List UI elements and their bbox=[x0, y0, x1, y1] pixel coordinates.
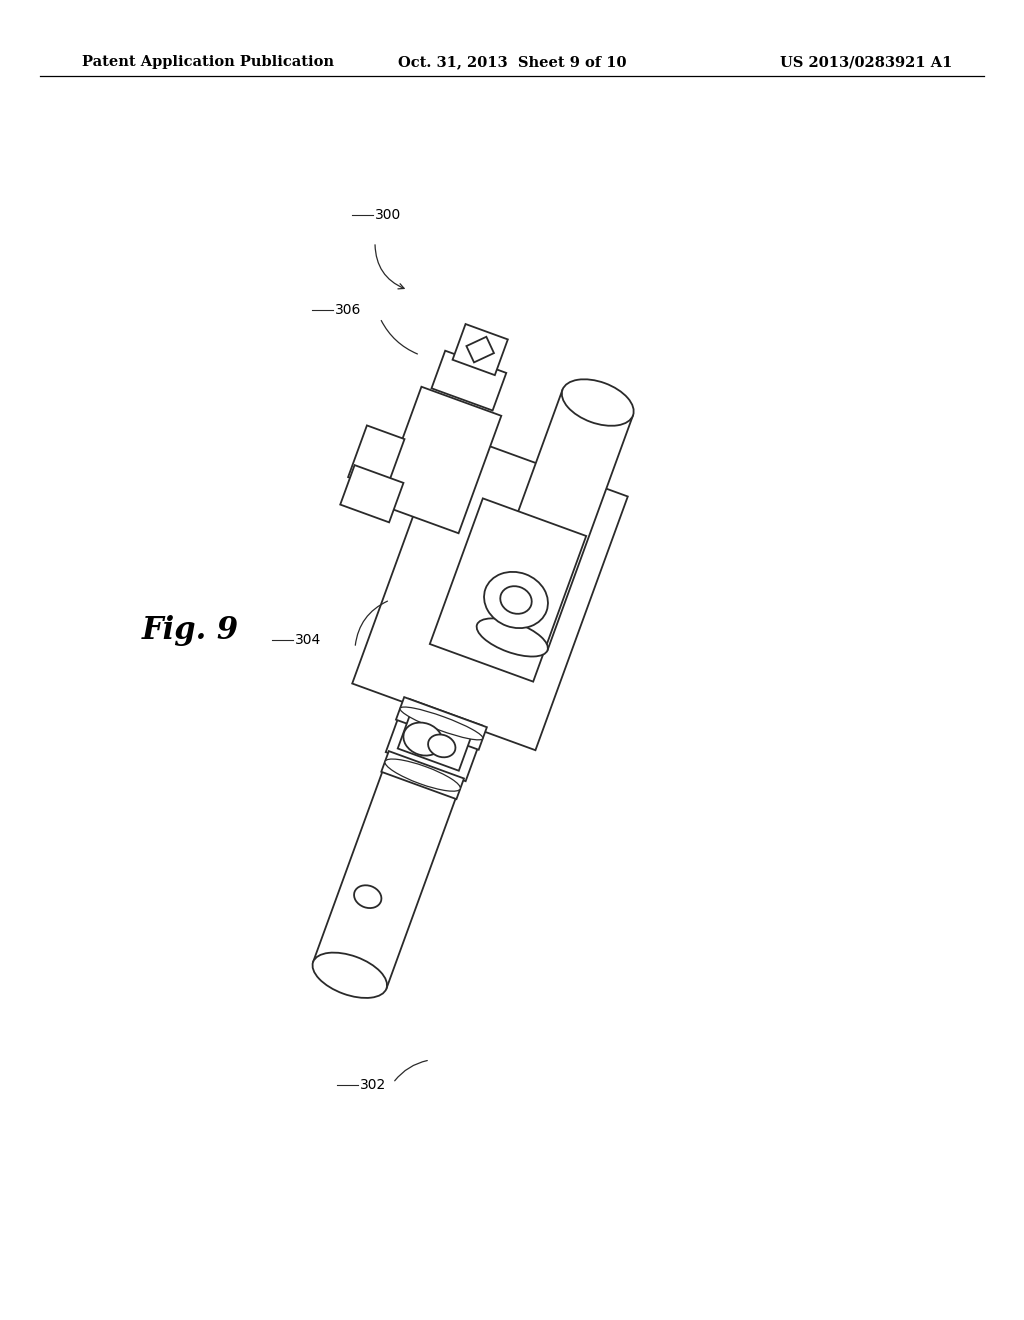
Ellipse shape bbox=[385, 759, 461, 791]
Text: 306: 306 bbox=[335, 304, 361, 317]
Ellipse shape bbox=[354, 886, 381, 908]
Polygon shape bbox=[348, 425, 404, 491]
Polygon shape bbox=[430, 499, 586, 681]
Ellipse shape bbox=[562, 379, 634, 426]
Polygon shape bbox=[340, 465, 403, 523]
Text: Fig. 9: Fig. 9 bbox=[141, 615, 239, 645]
Text: Patent Application Publication: Patent Application Publication bbox=[82, 55, 334, 69]
Polygon shape bbox=[453, 323, 508, 375]
Ellipse shape bbox=[501, 586, 531, 614]
Text: 300: 300 bbox=[375, 209, 401, 222]
Text: US 2013/0283921 A1: US 2013/0283921 A1 bbox=[779, 55, 952, 69]
Polygon shape bbox=[386, 705, 482, 781]
Polygon shape bbox=[381, 751, 464, 799]
Polygon shape bbox=[313, 698, 482, 989]
Polygon shape bbox=[431, 351, 506, 411]
Text: 304: 304 bbox=[295, 634, 322, 647]
Polygon shape bbox=[397, 715, 471, 771]
Ellipse shape bbox=[403, 722, 442, 755]
Polygon shape bbox=[396, 697, 486, 750]
Polygon shape bbox=[466, 337, 494, 363]
Ellipse shape bbox=[484, 572, 548, 628]
Ellipse shape bbox=[400, 708, 483, 739]
Ellipse shape bbox=[428, 734, 456, 758]
Text: 302: 302 bbox=[360, 1078, 386, 1092]
Polygon shape bbox=[379, 387, 502, 533]
Ellipse shape bbox=[476, 618, 548, 656]
Polygon shape bbox=[477, 389, 633, 651]
Polygon shape bbox=[352, 430, 628, 750]
Ellipse shape bbox=[312, 953, 387, 998]
Text: Oct. 31, 2013  Sheet 9 of 10: Oct. 31, 2013 Sheet 9 of 10 bbox=[397, 55, 627, 69]
